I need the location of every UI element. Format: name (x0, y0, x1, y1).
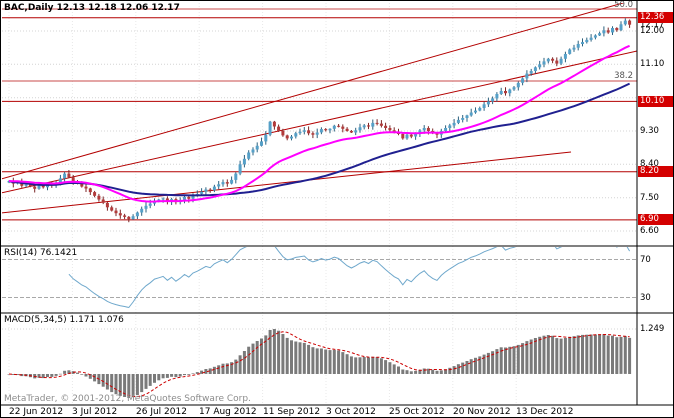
price-tick-12.17: 12.17 (640, 20, 665, 30)
time-label-7: 20 Nov 2012 (453, 407, 511, 417)
time-label-5: 3 Oct 2012 (326, 407, 376, 417)
price-tick-6.60: 6.60 (640, 226, 659, 236)
price-tick-11.10: 11.10 (640, 59, 665, 69)
price-tick-8.40: 8.40 (640, 159, 659, 169)
chart-title: BAC,Daily 12.13 12.18 12.06 12.17 (4, 3, 180, 13)
macd-histogram (7, 329, 632, 398)
macd-label: MACD(5,34,5) 1.171 1.076 (4, 315, 124, 325)
rsi-line (68, 247, 631, 309)
time-label-6: 25 Oct 2012 (389, 407, 445, 417)
price-tick-7.50: 7.50 (640, 193, 659, 203)
rsi-level-label-30: 30 (640, 293, 651, 303)
price-badge-8.20: 8.20 (638, 166, 673, 177)
time-label-2: 26 Jul 2012 (136, 407, 187, 417)
macd-scale-label: 1.249 (640, 324, 665, 334)
candles (7, 18, 632, 223)
price-badge-6.90: 6.90 (638, 214, 673, 225)
price-tick-12.00: 12.00 (640, 26, 665, 36)
time-label-4: 11 Sep 2012 (263, 407, 321, 417)
rsi-label: RSI(14) 76.1421 (4, 248, 78, 258)
watermark: MetaTrader, © 2001-2012, MetaQuotes Soft… (4, 394, 251, 404)
time-label-0: 22 Jun 2012 (9, 407, 64, 417)
price-badge-10.10: 10.10 (638, 96, 673, 107)
rsi-level-label-70: 70 (640, 255, 651, 265)
price-tick-9.30: 9.30 (640, 126, 659, 136)
trendlines (2, 3, 637, 214)
price-badge-12.36: 12.36 (638, 12, 673, 23)
fibo-label-38.2: 38.2 (614, 71, 633, 81)
time-label-1: 3 Jul 2012 (72, 407, 118, 417)
time-label-3: 17 Aug 2012 (199, 407, 257, 417)
time-label-8: 13 Dec 2012 (516, 407, 574, 417)
moving-averages (8, 44, 631, 203)
fibo-label-50.0: 50.0 (614, 0, 633, 10)
